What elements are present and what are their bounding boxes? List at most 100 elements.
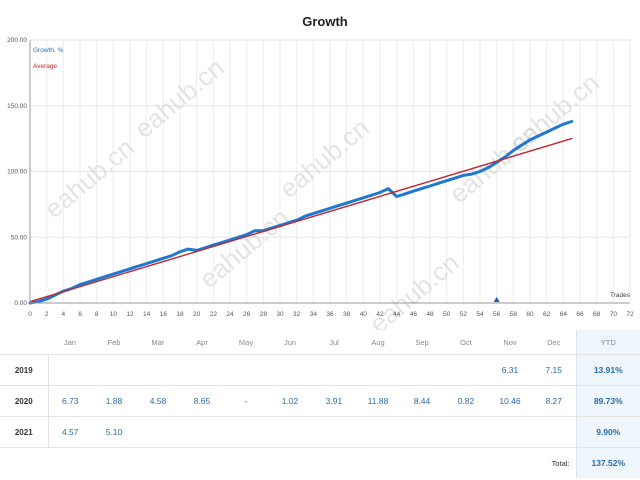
table-cell: 8.27 <box>532 385 576 417</box>
x-tick-label: 60 <box>526 311 534 318</box>
x-tick-label: 2 <box>45 311 49 318</box>
table-cell: 10.46 <box>488 385 532 417</box>
x-tick-label: 66 <box>576 311 584 318</box>
chart-title: Growth <box>302 14 348 29</box>
table-cell <box>136 354 180 386</box>
x-tick-label: 20 <box>193 311 201 318</box>
x-tick-label: 28 <box>260 311 268 318</box>
table-cell <box>180 354 224 386</box>
x-tick-label: 16 <box>160 311 168 318</box>
x-tick-label: 58 <box>510 311 518 318</box>
table-cell <box>312 416 356 448</box>
month-header: Feb <box>92 330 136 355</box>
table-cell: 4.58 <box>136 385 180 417</box>
table-cell: - <box>224 385 268 417</box>
month-header: Jun <box>268 330 312 355</box>
ytd-cell: 89.73% <box>575 385 640 417</box>
x-tick-label: 12 <box>126 311 134 318</box>
month-header: Aug <box>356 330 400 355</box>
x-tick-label: 24 <box>226 311 234 318</box>
table-cell <box>92 354 136 386</box>
x-tick-label: 46 <box>410 311 418 318</box>
table-cell: 5.10 <box>92 416 136 448</box>
month-header: May <box>224 330 268 355</box>
x-tick-label: 42 <box>376 311 384 318</box>
row-year: 2020 <box>0 385 49 417</box>
x-tick-label: 18 <box>176 311 184 318</box>
y-tick-label: 0.00 <box>14 300 27 307</box>
table-cell <box>444 354 488 386</box>
legend-average: Average <box>33 63 57 70</box>
row-year: 2021 <box>0 416 49 448</box>
watermark-text: eahub.cn <box>129 52 230 144</box>
average-line <box>29 137 573 303</box>
table-cell: 3.91 <box>312 385 356 417</box>
series-layer <box>28 120 574 305</box>
x-tick-label: 70 <box>610 311 618 318</box>
x-tick-label: 50 <box>443 311 451 318</box>
table-cell <box>444 416 488 448</box>
table-cell: 11.88 <box>356 385 400 417</box>
total-label: Total: <box>551 458 570 468</box>
chart-legend: Growth, % Average <box>33 47 64 70</box>
watermark-layer: eahub.cneahub.cneahub.cneahub.cneahub.cn… <box>39 52 640 330</box>
watermark-text: eahub.cn <box>504 67 605 159</box>
x-tick-label: 6 <box>78 311 82 318</box>
x-tick-label: 64 <box>560 311 568 318</box>
month-header: Oct <box>444 330 488 355</box>
month-header: Dec <box>532 330 576 355</box>
table-cell: 6.73 <box>48 385 92 417</box>
watermark-text: eahub.cn <box>39 132 140 224</box>
x-tick-label: 62 <box>543 311 551 318</box>
table-cell <box>48 354 92 386</box>
table-row-2021: 2021 4.57 5.10 9.90% <box>0 416 640 448</box>
growth-chart: Growth eahub.cneahub.cneahub.cneahub.cne… <box>7 14 640 330</box>
month-header: Mar <box>136 330 180 355</box>
growth-line <box>28 120 574 305</box>
table-cell <box>268 354 312 386</box>
table-cell <box>224 354 268 386</box>
y-tick-label: 50.00 <box>11 234 28 241</box>
table-cell <box>224 416 268 448</box>
table-cell: 6.31 <box>488 354 532 386</box>
table-total-row: Total: 137.52% <box>0 447 640 479</box>
table-header-row: Jan Feb Mar Apr May Jun Jul Aug Sep Oct … <box>0 330 640 355</box>
legend-growth: Growth, % <box>33 47 64 54</box>
table-cell: 8.65 <box>180 385 224 417</box>
table-cell <box>136 416 180 448</box>
x-tick-label: 34 <box>310 311 318 318</box>
table-cell: 4.57 <box>48 416 92 448</box>
month-header: Jan <box>48 330 92 355</box>
x-tick-label: 14 <box>143 311 151 318</box>
row-year: 2019 <box>0 354 49 386</box>
table-cell <box>488 416 532 448</box>
x-tick-label: 0 <box>28 311 32 318</box>
table-cell: 1.02 <box>268 385 312 417</box>
x-tick-label: 68 <box>593 311 601 318</box>
watermark-text: eahub.cn <box>274 112 375 204</box>
total-spacer <box>0 448 532 479</box>
table-cell <box>180 416 224 448</box>
month-header: Sep <box>400 330 444 355</box>
x-tick-label: 30 <box>276 311 284 318</box>
table-cell <box>356 416 400 448</box>
y-tick-label: 200.00 <box>7 37 27 44</box>
y-tick-label: 150.00 <box>7 103 27 110</box>
table-cell: 0.82 <box>444 385 488 417</box>
x-tick-label: 52 <box>460 311 468 318</box>
table-cell <box>312 354 356 386</box>
x-tick-label: 10 <box>110 311 118 318</box>
x-tick-label: 48 <box>426 311 434 318</box>
x-tick-label: 36 <box>326 311 334 318</box>
x-tick-label: 38 <box>343 311 351 318</box>
table-cell <box>268 416 312 448</box>
ytd-cell: 13.91% <box>575 354 640 386</box>
x-tick-label: 44 <box>393 311 401 318</box>
trade-marker-icon <box>493 297 500 302</box>
table-cell: 1.88 <box>92 385 136 417</box>
x-tick-label: 22 <box>210 311 218 318</box>
x-tick-label: 72 <box>626 311 634 318</box>
table-cell <box>400 354 444 386</box>
table-cell <box>532 416 576 448</box>
